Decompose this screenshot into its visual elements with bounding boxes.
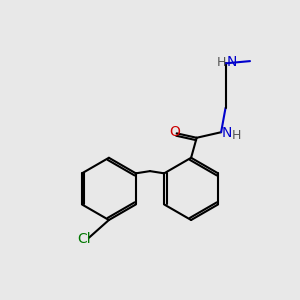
Text: H: H	[232, 129, 242, 142]
Text: N: N	[221, 126, 232, 140]
Text: N: N	[227, 55, 237, 69]
Text: O: O	[169, 125, 180, 139]
Text: Cl: Cl	[78, 232, 91, 246]
Text: H: H	[216, 56, 226, 69]
